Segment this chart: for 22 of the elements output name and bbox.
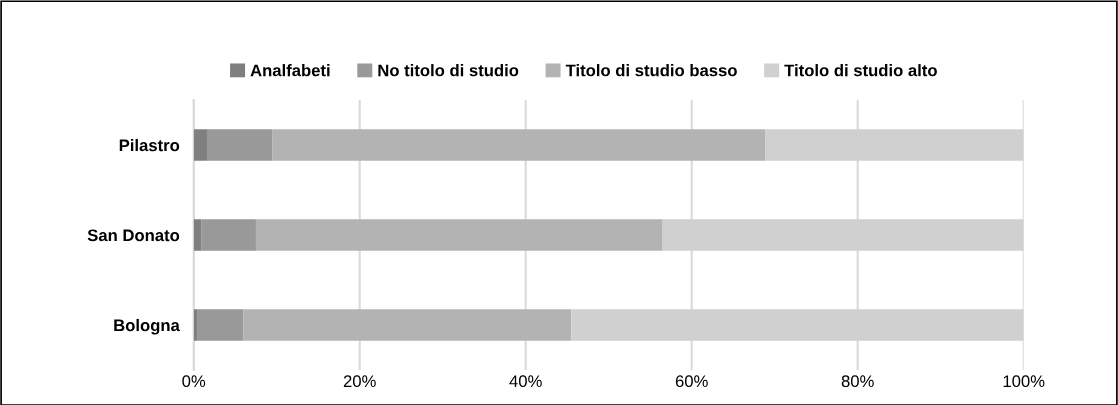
legend-label: Titolo di studio alto xyxy=(784,64,937,77)
y-tick-label: San Donato xyxy=(87,229,180,242)
legend-label: No titolo di studio xyxy=(378,64,519,77)
x-tick-label: 80% xyxy=(841,375,874,388)
bar xyxy=(197,309,244,341)
x-tick-label: 0% xyxy=(182,375,206,388)
bar xyxy=(255,219,663,251)
legend-label: Titolo di studio basso xyxy=(565,64,737,77)
y-tick-label: Pilastro xyxy=(119,138,180,152)
x-tick-label: 60% xyxy=(675,375,708,388)
x-tick-label: 40% xyxy=(509,375,542,388)
bar xyxy=(206,129,273,161)
bar xyxy=(193,309,198,341)
x-tick-label: 20% xyxy=(343,375,376,388)
bar xyxy=(272,129,766,161)
bar xyxy=(201,219,256,251)
bar xyxy=(243,309,572,341)
legend-label: Analfabeti xyxy=(250,64,330,77)
bar xyxy=(193,219,202,251)
y-tick-label: Bologna xyxy=(114,318,180,335)
bar xyxy=(193,129,207,161)
x-tick-label: 100% xyxy=(1003,375,1045,388)
